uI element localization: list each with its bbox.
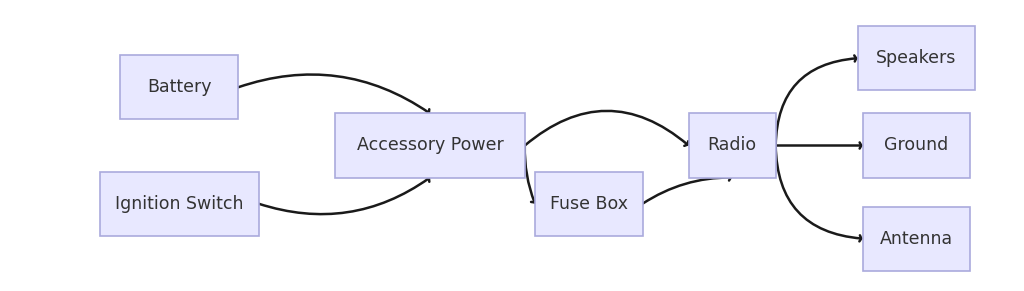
FancyBboxPatch shape [858, 26, 975, 90]
Text: Ignition Switch: Ignition Switch [115, 195, 244, 213]
Text: Ground: Ground [885, 136, 948, 155]
Text: Accessory Power: Accessory Power [356, 136, 504, 155]
FancyBboxPatch shape [121, 55, 238, 119]
Text: Radio: Radio [708, 136, 757, 155]
FancyBboxPatch shape [862, 207, 971, 271]
Text: Fuse Box: Fuse Box [550, 195, 628, 213]
FancyBboxPatch shape [688, 113, 776, 178]
FancyBboxPatch shape [99, 172, 258, 236]
Text: Battery: Battery [147, 78, 211, 96]
FancyBboxPatch shape [535, 172, 643, 236]
Text: Antenna: Antenna [880, 230, 953, 248]
FancyBboxPatch shape [336, 113, 524, 178]
Text: Speakers: Speakers [877, 49, 956, 67]
FancyBboxPatch shape [862, 113, 971, 178]
